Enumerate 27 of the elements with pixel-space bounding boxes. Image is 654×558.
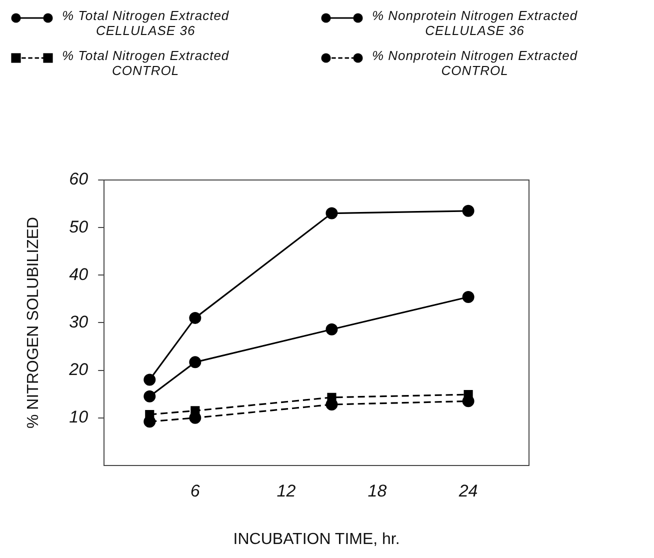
x-tick-label: 18 <box>368 481 388 500</box>
point <box>190 406 200 416</box>
y-tick-label: 10 <box>69 408 89 427</box>
y-tick-label: 60 <box>69 170 89 189</box>
point <box>144 390 156 402</box>
x-tick-label: 12 <box>276 481 296 500</box>
legend-label: % Total Nitrogen Extracted CONTROL <box>62 48 230 78</box>
x-axis-title: INCUBATION TIME, hr. <box>233 530 400 548</box>
y-axis-title: % NITROGEN SOLUBILIZED <box>25 216 42 428</box>
point <box>326 207 338 220</box>
point <box>144 374 156 386</box>
point <box>462 204 474 217</box>
point <box>327 392 336 402</box>
point <box>326 323 338 336</box>
legend-label: % Nonprotein Nitrogen Extracted CELLULASE 36 <box>372 8 578 38</box>
point <box>145 410 154 420</box>
legend-label: % Nonprotein Nitrogen Extracted CONTROL <box>372 48 578 78</box>
x-tick-label: 24 <box>458 481 478 500</box>
point <box>462 291 474 304</box>
point <box>189 356 202 368</box>
y-tick-label: 50 <box>69 217 89 236</box>
legend-label: % Total Nitrogen Extracted CELLULASE 36 <box>62 8 230 38</box>
y-tick-label: 20 <box>68 360 89 379</box>
x-tick-label: 6 <box>190 481 200 500</box>
y-tick-label: 40 <box>69 264 89 284</box>
point <box>189 312 202 324</box>
y-tick-label: 30 <box>69 312 89 332</box>
